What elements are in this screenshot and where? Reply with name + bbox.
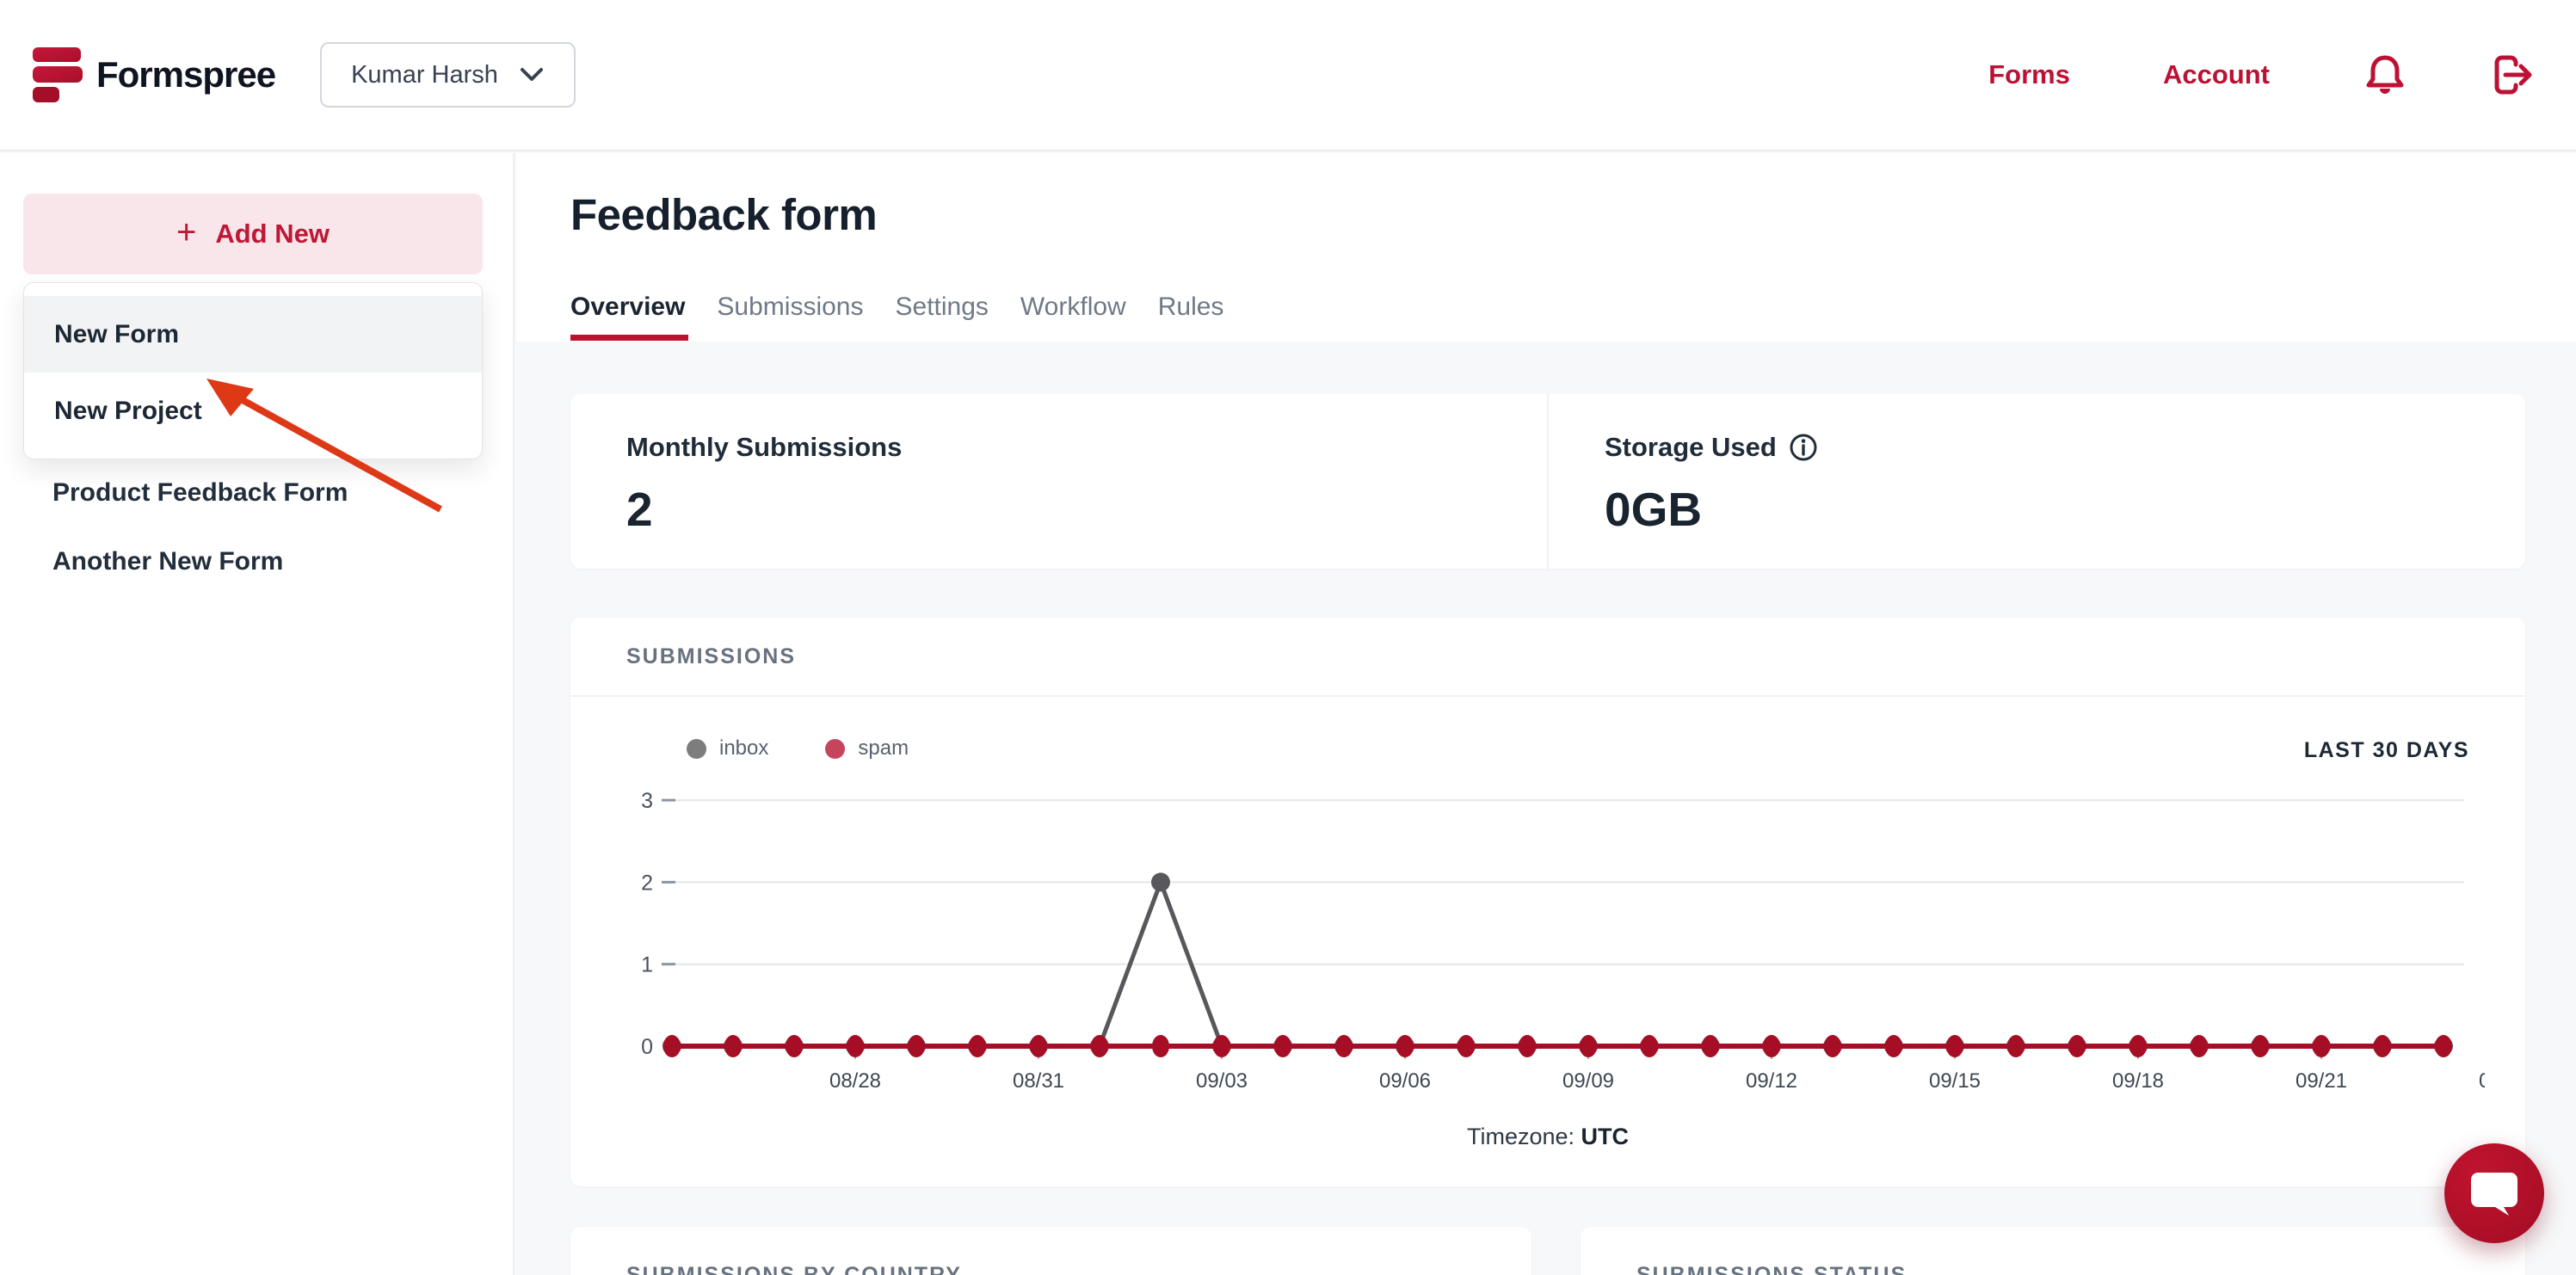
legend-inbox: inbox (687, 736, 768, 761)
menu-item-new-project[interactable]: New Project (24, 373, 482, 449)
stats-card: Monthly Submissions 2 Storage Used 0GB (570, 394, 2525, 569)
chevron-down-icon (520, 68, 543, 81)
menu-item-new-form[interactable]: New Form (24, 296, 482, 373)
account-selector-value: Kumar Harsh (351, 60, 498, 89)
storage-used-stat: Storage Used 0GB (1547, 394, 2525, 569)
spam-legend-label: spam (858, 736, 909, 760)
svg-text:08/28: 08/28 (829, 1069, 881, 1093)
form-tabs: Overview Submissions Settings Workflow R… (570, 293, 1255, 341)
tab-overview[interactable]: Overview (570, 293, 689, 341)
add-new-button[interactable]: + Add New (23, 194, 483, 274)
brand-name: Formspree (96, 54, 276, 95)
submissions-status-title: SUBMISSIONS STATUS (1636, 1263, 1907, 1275)
chat-launcher-button[interactable] (2444, 1143, 2544, 1243)
formspree-logo-icon (33, 47, 83, 102)
main-content: Feedback form Overview Submissions Setti… (516, 153, 2576, 1275)
svg-text:08/31: 08/31 (1013, 1069, 1064, 1093)
sidebar: + Add New New Form New Project Product F… (0, 153, 515, 1275)
submissions-by-country-panel: SUBMISSIONS BY COUNTRY (570, 1227, 1531, 1275)
page-title: Feedback form (570, 190, 878, 239)
chat-bubble-icon (2471, 1173, 2517, 1216)
inbox-legend-label: inbox (719, 736, 769, 760)
storage-used-label: Storage Used (1605, 432, 2525, 463)
submissions-by-country-title: SUBMISSIONS BY COUNTRY (626, 1263, 962, 1275)
spam-legend-dot (825, 738, 846, 759)
add-new-label: Add New (215, 219, 330, 249)
submissions-panel-title: SUBMISSIONS (626, 644, 797, 668)
plus-icon: + (176, 213, 197, 251)
submissions-panel-header: SUBMISSIONS (570, 618, 2525, 697)
svg-text:09/06: 09/06 (1379, 1069, 1431, 1093)
svg-text:09/03: 09/03 (1196, 1069, 1248, 1093)
nav-forms-link[interactable]: Forms (1988, 59, 2070, 89)
app-header: Formspree Kumar Harsh Forms Account (0, 0, 2576, 151)
sidebar-item-product-feedback-form[interactable]: Product Feedback Form (52, 478, 348, 507)
svg-text:09/12: 09/12 (1746, 1069, 1797, 1093)
add-new-dropdown: New Form New Project (23, 282, 483, 459)
timezone-value: UTC (1581, 1124, 1630, 1149)
nav-account-link[interactable]: Account (2163, 59, 2270, 89)
sign-out-icon[interactable] (2490, 52, 2535, 97)
monthly-submissions-value: 2 (626, 483, 653, 536)
info-circle-icon[interactable] (1789, 433, 1818, 462)
tab-submissions[interactable]: Submissions (717, 293, 864, 321)
svg-text:09/24: 09/24 (2479, 1069, 2485, 1093)
timezone-label: Timezone: (1466, 1124, 1575, 1149)
formspree-logo[interactable]: Formspree (33, 47, 276, 102)
submissions-panel: SUBMISSIONS inbox spam LAST 30 DAYS 0 1 2 3… (570, 618, 2525, 1186)
tab-settings[interactable]: Settings (895, 293, 989, 321)
account-selector[interactable]: Kumar Harsh (320, 42, 576, 108)
inbox-legend-dot (687, 738, 706, 759)
svg-text:09/21: 09/21 (2296, 1069, 2347, 1093)
svg-text:3: 3 (641, 789, 653, 813)
overview-content: Monthly Submissions 2 Storage Used 0GB S… (516, 342, 2576, 1275)
svg-text:09/15: 09/15 (1929, 1069, 1981, 1093)
submissions-status-panel: SUBMISSIONS STATUS (1580, 1227, 2525, 1275)
svg-text:0: 0 (641, 1035, 653, 1059)
notifications-bell-icon[interactable] (2363, 52, 2407, 97)
monthly-submissions-stat: Monthly Submissions 2 (570, 394, 1547, 569)
storage-used-value: 0GB (1605, 483, 1703, 536)
svg-text:1: 1 (641, 953, 653, 977)
monthly-submissions-label: Monthly Submissions (626, 432, 903, 462)
timezone-note: Timezone: UTC (570, 1124, 2525, 1150)
sidebar-item-another-new-form[interactable]: Another New Form (52, 547, 284, 576)
chart-range-label: LAST 30 DAYS (2303, 738, 2469, 762)
bottom-panels: SUBMISSIONS BY COUNTRY SUBMISSIONS STATU… (570, 1227, 2525, 1275)
svg-text:2: 2 (641, 871, 653, 895)
legend-spam: spam (825, 736, 909, 761)
svg-text:09/18: 09/18 (2112, 1069, 2164, 1093)
submissions-line-chart: 0 1 2 3 08/28 08/31 09/03 09/06 09/09 09/12 09/15 0… (641, 789, 2485, 1093)
chart-legend: inbox spam (687, 736, 909, 761)
storage-used-text: Storage Used (1605, 432, 1777, 462)
tab-rules[interactable]: Rules (1157, 293, 1224, 321)
tab-workflow[interactable]: Workflow (1020, 293, 1126, 321)
svg-text:09/09: 09/09 (1562, 1069, 1614, 1093)
